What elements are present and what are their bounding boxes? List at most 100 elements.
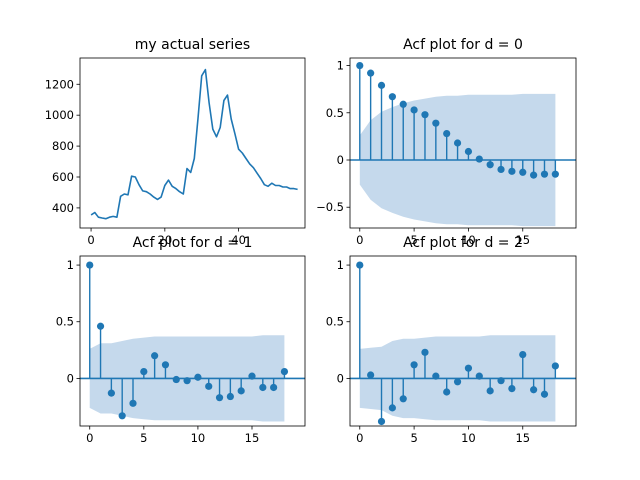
x-tick-label: 0 [356,233,363,247]
stem-marker [432,372,440,380]
stem-marker [497,165,505,174]
x-tick-label: 10 [461,233,476,247]
stem-marker [151,352,159,360]
stem-marker [551,170,559,178]
stem-marker [475,155,483,163]
y-tick-label: 0.5 [56,315,74,329]
y-tick-label: 1 [67,258,74,272]
stem-marker [205,382,213,390]
x-tick-label: 0 [356,431,363,445]
stem-marker [270,383,278,392]
stem-marker [377,81,386,89]
y-tick-label: 0 [337,153,344,167]
stem-marker [388,93,396,101]
stem-marker [259,383,267,392]
x-tick-label: 40 [231,233,246,247]
stem-marker [540,170,549,178]
stem-marker [377,417,386,426]
stem-marker [551,362,559,370]
x-tick-label: 15 [515,233,530,247]
stem-marker [399,100,407,108]
stem-marker [183,377,191,385]
x-tick-label: 5 [410,431,417,445]
stem-marker [226,392,234,401]
y-tick-label: 400 [52,201,74,215]
stem-marker [530,386,538,394]
stem-marker [367,69,375,77]
subplot-title: Acf plot for d = 1 [133,235,253,251]
x-tick-label: 10 [191,431,206,445]
x-tick-label: 20 [158,233,173,247]
stem-marker [280,368,289,376]
stem-marker [421,111,429,119]
stem-marker [215,394,224,402]
stem-marker [508,167,516,175]
y-tick-label: 1000 [45,108,74,122]
stem-marker [194,373,202,381]
stem-marker [356,261,364,269]
axes-frame [349,57,577,229]
subplot-title: Acf plot for d = 2 [403,235,523,251]
stem-marker [356,61,364,70]
stem-marker [464,147,473,156]
y-tick-label: 1 [337,258,344,272]
x-tick-label: 10 [461,431,476,445]
stem-marker [237,387,245,395]
stem-marker [140,368,148,376]
subplot-title: Acf plot for d = 0 [403,37,523,53]
y-tick-label: 0 [337,371,344,385]
stem-marker [86,261,94,269]
stem-marker [443,129,451,138]
x-tick-label: 15 [515,431,530,445]
stem-marker [497,377,505,385]
stem-marker [367,371,375,379]
stem-marker [540,390,549,398]
y-tick-label: 1200 [45,77,74,91]
stem-marker [410,361,418,369]
stem-marker [453,139,462,147]
stem-marker [96,322,105,330]
subplot-3: 0 5 10 15 0 0.5 1 Acf plot for d = 1 [56,235,306,445]
stem-marker [432,119,440,127]
stem-marker [519,168,527,176]
series-line [90,68,298,220]
stem-marker [161,361,170,369]
y-tick-label: −0.5 [316,200,344,214]
stem-marker [486,387,494,395]
stem-marker [475,372,483,380]
subplot-4: 0 5 10 15 0 0.5 1 Acf plot for d = 2 [326,235,577,445]
x-tick-label: 5 [410,233,417,247]
stem-marker [248,372,256,380]
y-tick-label: 1 [337,59,344,73]
stem-marker [388,404,396,412]
stem-marker [399,395,407,403]
stem-marker [421,348,429,356]
subplot-title: my actual series [135,37,250,53]
x-tick-label: 15 [245,431,260,445]
stem-marker [519,351,527,359]
y-tick-label: 0.5 [326,315,344,329]
stem-marker [453,378,462,386]
stem-marker [508,385,516,393]
y-tick-label: 600 [52,170,74,184]
stem-marker [129,399,137,407]
stem-marker [118,412,126,420]
subplot-2: 0 5 10 15 −0.5 0 0.5 1 Acf plot for d = 0 [316,37,577,247]
subplot-1: 0 20 40 400 600 800 1000 1200 my actual series [45,37,306,247]
axes-frame [79,57,306,229]
stem-marker [464,364,473,372]
stem-marker [443,388,451,396]
y-tick-label: 0 [67,371,74,385]
stem-marker [410,106,418,114]
x-tick-label: 0 [86,431,93,445]
y-tick-label: 800 [52,139,74,153]
stem-marker [107,389,115,397]
x-tick-label: 5 [140,431,147,445]
stem-marker [530,171,538,179]
stem-marker [486,161,494,169]
y-tick-label: 0.5 [326,106,344,120]
x-tick-label: 0 [87,233,94,247]
axes-frame [349,255,577,427]
stem-marker [172,375,180,384]
